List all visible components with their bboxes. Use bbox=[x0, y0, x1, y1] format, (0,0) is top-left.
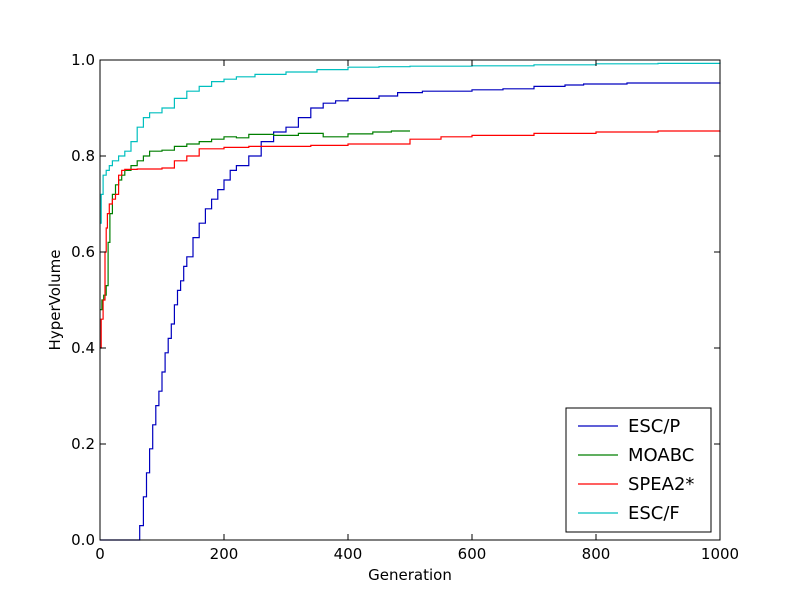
y-axis-label: HyperVolume bbox=[46, 250, 64, 351]
x-axis-label: Generation bbox=[368, 566, 452, 584]
x-tick-label: 200 bbox=[210, 545, 239, 563]
legend-entry-esc-f: ESC/F bbox=[578, 503, 680, 524]
plot-frame bbox=[99, 59, 721, 541]
legend-label: SPEA2* bbox=[628, 474, 694, 495]
x-tick-label: 600 bbox=[458, 545, 487, 563]
legend-label: ESC/F bbox=[628, 503, 680, 524]
y-tick-label: 0.6 bbox=[71, 243, 95, 261]
legend-label: ESC/P bbox=[628, 416, 680, 437]
x-tick-label: 400 bbox=[334, 545, 363, 563]
legend-entry-moabc: MOABC bbox=[578, 445, 694, 466]
series-line-0 bbox=[100, 82, 721, 541]
y-tick-label: 0.0 bbox=[71, 531, 95, 549]
x-tick-label: 800 bbox=[582, 545, 611, 563]
x-tick-label: 1000 bbox=[701, 545, 739, 563]
ticks-layer bbox=[99, 59, 721, 541]
y-tick-label: 1.0 bbox=[71, 51, 95, 69]
legend: ESC/P MOABC SPEA2* ESC/F bbox=[565, 407, 712, 533]
legend-entry-spea2: SPEA2* bbox=[578, 474, 694, 495]
y-tick-label: 0.2 bbox=[71, 435, 95, 453]
y-tick-label: 0.8 bbox=[71, 147, 95, 165]
x-tick-label: 0 bbox=[95, 545, 105, 563]
series-line-3 bbox=[100, 62, 721, 224]
series-line-1 bbox=[100, 130, 410, 311]
legend-box bbox=[565, 407, 712, 533]
y-tick-label: 0.4 bbox=[71, 339, 95, 357]
series-layer bbox=[100, 62, 721, 541]
tick-labels-layer: 0 200 400 600 800 1000 0.0 0.2 0.4 0.6 0.8 1.0 bbox=[71, 51, 739, 563]
legend-label: MOABC bbox=[628, 445, 694, 466]
series-line-2 bbox=[100, 130, 721, 349]
legend-entry-esc-p: ESC/P bbox=[578, 416, 680, 437]
